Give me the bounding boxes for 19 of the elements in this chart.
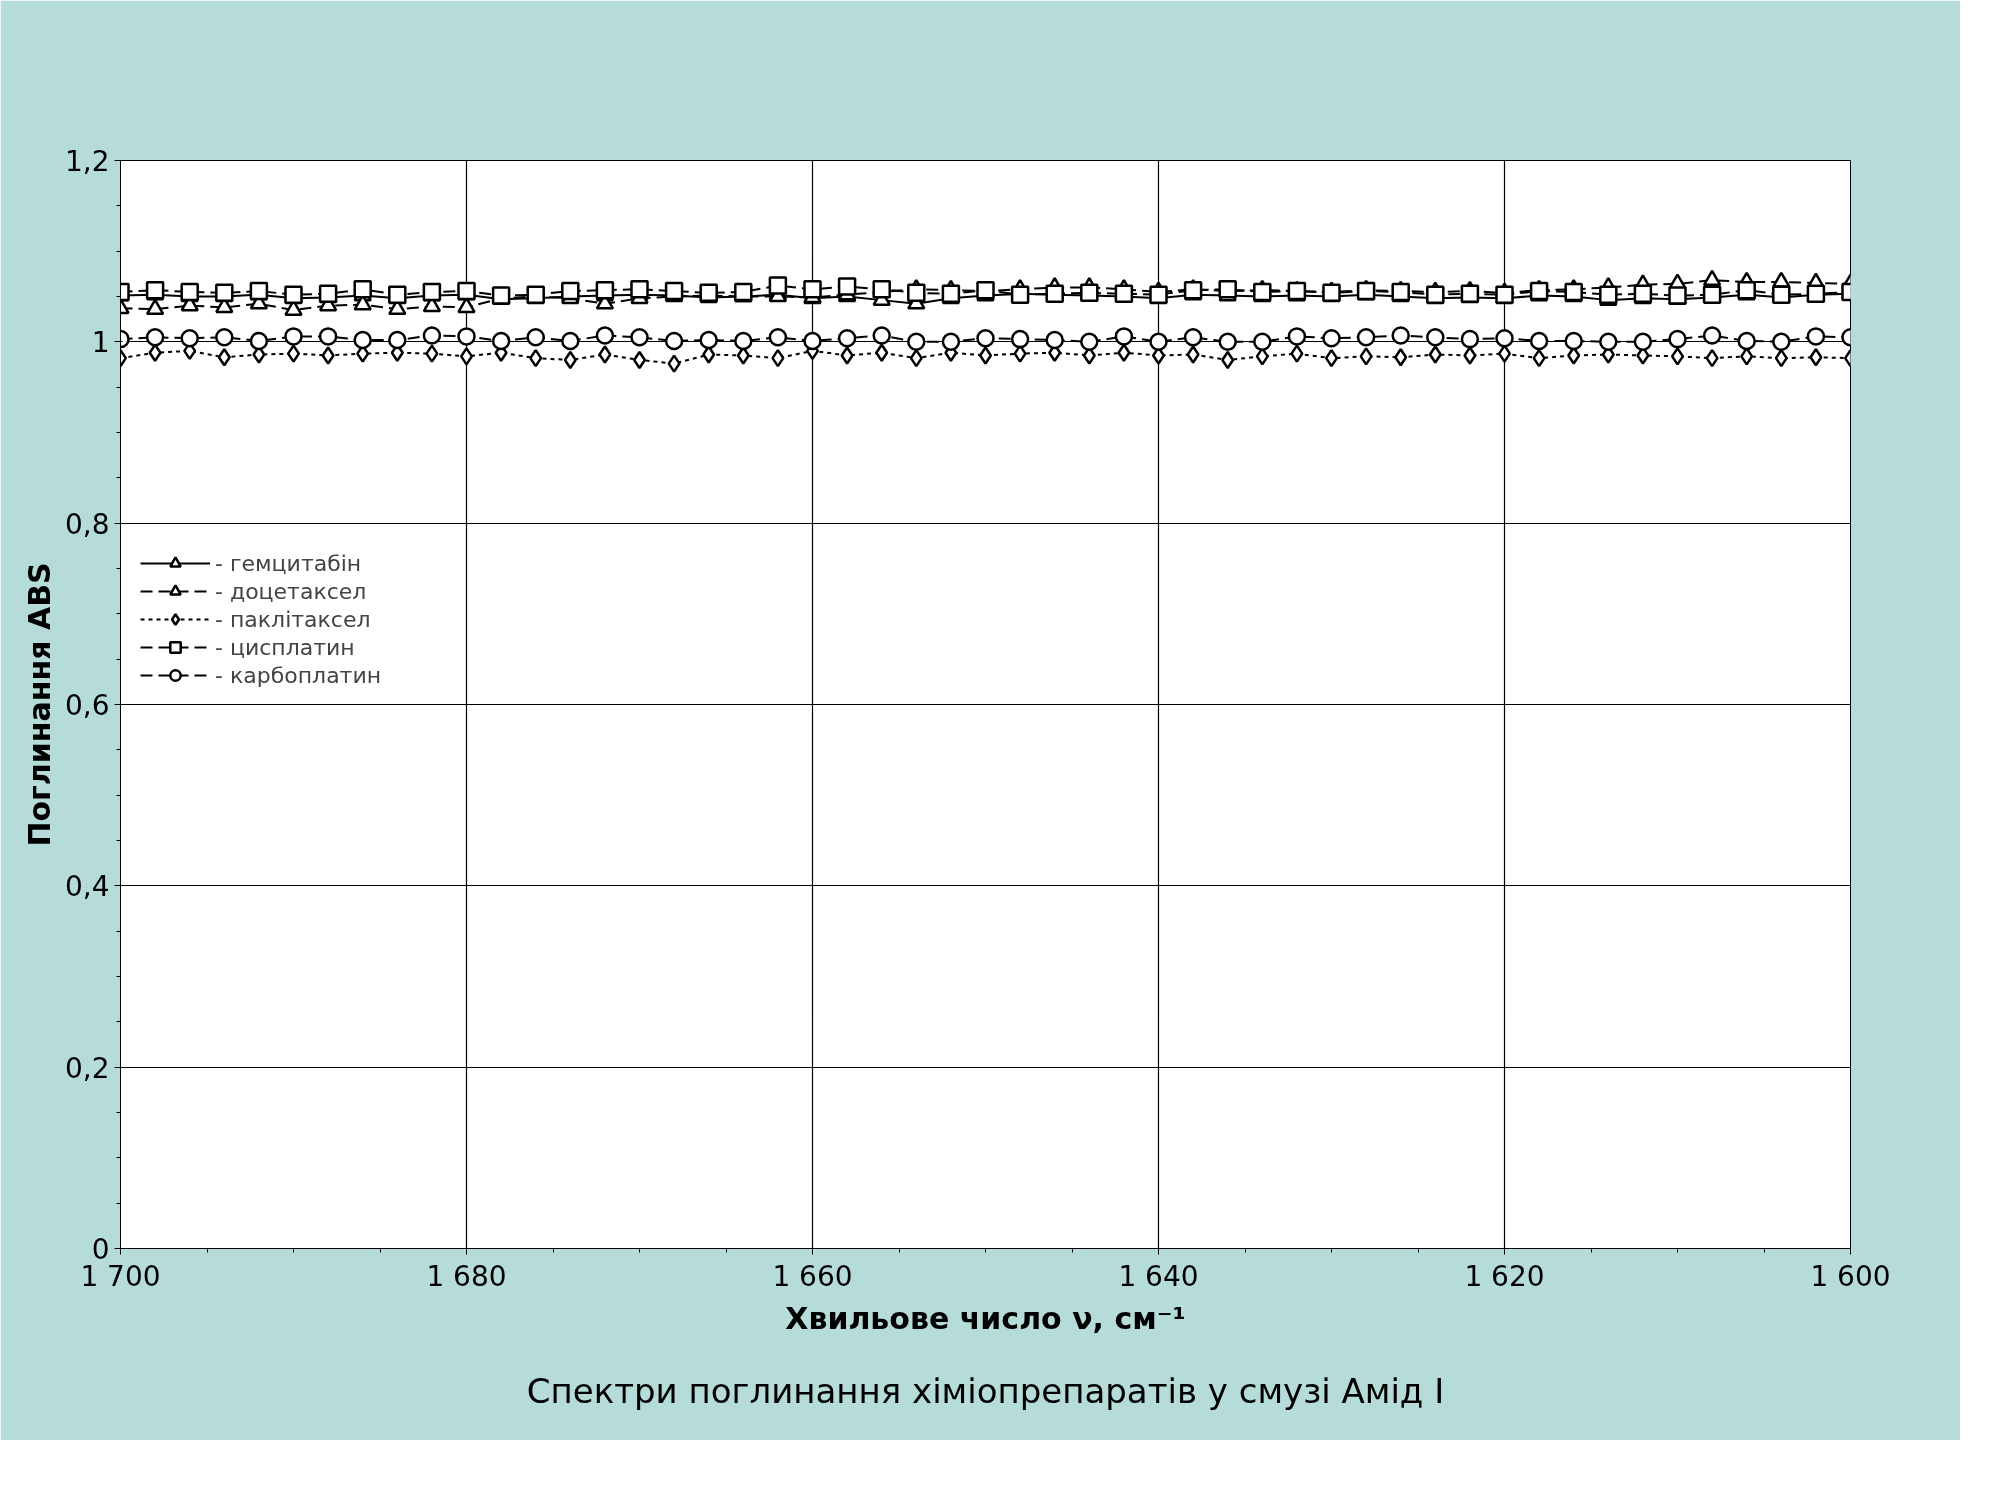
x-tick-label: 1 640 bbox=[1118, 1259, 1199, 1293]
x-axis-title: Хвильове число ν, см⁻¹ bbox=[785, 1300, 1186, 1336]
y-tick-label: 0,6 bbox=[64, 689, 110, 722]
x-tick-label: 1 620 bbox=[1464, 1259, 1545, 1293]
legend-label: - цисплатин bbox=[215, 634, 355, 660]
x-tick-label: 1 660 bbox=[772, 1259, 853, 1293]
y-axis-title: Поглинання ABS bbox=[21, 562, 57, 847]
text: Спектри поглинання хіміопрепаратів у смузі Амід I bbox=[526, 1370, 1445, 1411]
x-tick-label: 1 680 bbox=[426, 1259, 507, 1293]
legend-label: - паклітаксел bbox=[215, 606, 371, 632]
y-tick-label: 0,4 bbox=[64, 870, 110, 904]
y-tick-label: 1 bbox=[91, 326, 110, 360]
x-tick-label: 1 600 bbox=[1810, 1259, 1891, 1293]
y-tick-label: 0,2 bbox=[64, 1051, 110, 1085]
y-tick-label: 0,8 bbox=[64, 507, 110, 541]
legend-label: - гемцитабін bbox=[215, 550, 362, 576]
legend-label: - карбоплатин bbox=[215, 662, 382, 688]
legend-label: - доцетаксел bbox=[215, 578, 367, 604]
y-tick-label: 1,2 bbox=[64, 145, 110, 178]
